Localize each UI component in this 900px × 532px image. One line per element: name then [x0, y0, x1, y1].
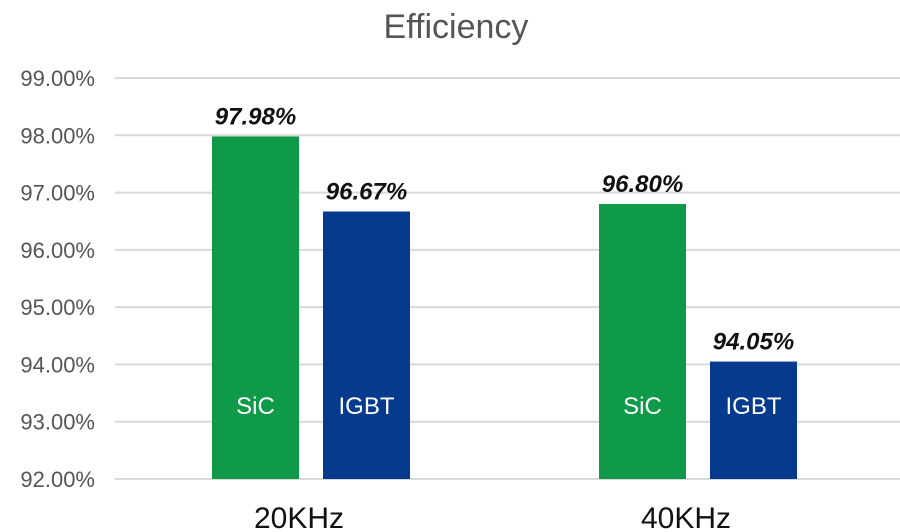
x-tick-label: 20KHz [254, 502, 344, 532]
x-axis-ticks: 20KHz 40KHz [254, 502, 731, 532]
series-label: SiC [236, 393, 275, 420]
bar-sic-20khz [212, 136, 299, 479]
chart-title: Efficiency [384, 8, 529, 46]
data-label: 96.80% [602, 171, 683, 198]
y-tick-label: 96.00% [20, 238, 95, 263]
y-tick-label: 95.00% [20, 295, 95, 320]
series-label: IGBT [725, 393, 781, 420]
y-tick-label: 97.00% [20, 181, 95, 206]
bar-sic-40khz [599, 204, 686, 479]
y-tick-label: 93.00% [20, 410, 95, 435]
series-label: IGBT [338, 393, 394, 420]
data-label: 94.05% [713, 329, 794, 356]
y-tick-label: 99.00% [20, 66, 95, 91]
y-tick-label: 98.00% [20, 123, 95, 148]
bars: 97.98% SiC 96.67% IGBT 96.80% SiC 94.05% IGBT [212, 103, 797, 479]
y-tick-label: 94.00% [20, 352, 95, 377]
bar-igbt-20khz [323, 211, 410, 479]
x-tick-label: 40KHz [641, 502, 731, 532]
data-label: 96.67% [326, 178, 407, 205]
bar-igbt-40khz [710, 361, 797, 479]
data-label: 97.98% [215, 103, 296, 130]
series-label: SiC [623, 393, 662, 420]
y-tick-label: 92.00% [20, 467, 95, 492]
y-axis-ticks: 92.00% 93.00% 94.00% 95.00% 96.00% 97.00% 98.0… [20, 66, 95, 492]
